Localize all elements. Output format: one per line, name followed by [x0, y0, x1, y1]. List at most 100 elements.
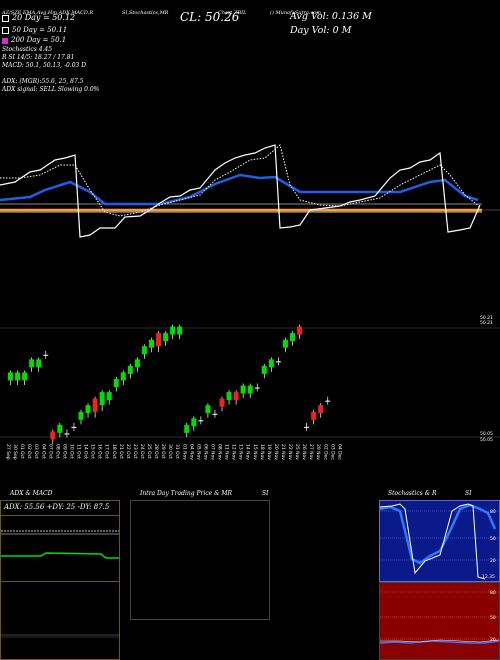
candle-body: [99, 392, 105, 406]
candle-body: [43, 354, 49, 356]
date-label: 12 Nov: [231, 444, 237, 460]
candle-body: [297, 326, 303, 335]
candle-body: [177, 326, 183, 335]
date-label: 03 Dec: [329, 444, 335, 460]
date-label: 22 Nov: [287, 444, 293, 460]
date-label: 18 Nov: [259, 444, 265, 460]
date-label: 03 Oct: [33, 444, 39, 459]
stoch-tick-20: 20: [490, 558, 496, 564]
candle-body: [113, 379, 119, 387]
avg-volume: Avg Vol: 0.136 M: [290, 11, 372, 22]
date-label: 09 Oct: [61, 444, 67, 459]
stoch-tick-50: 50: [490, 536, 496, 542]
close-price-label: CL: 50.26: [180, 10, 240, 24]
candle-body: [325, 400, 331, 402]
stochastics-panel: 80 50 20 12.35: [379, 500, 500, 582]
rsi-panel: 80 50 20: [379, 582, 500, 660]
adx-panel-lines: [1, 530, 119, 559]
blue-trend-line: [0, 173, 479, 206]
date-label: 18 Oct: [111, 444, 117, 459]
candle-body: [163, 333, 169, 342]
candle-body: [78, 411, 84, 420]
candle-body: [36, 359, 42, 368]
candle-body: [15, 372, 21, 381]
ema20-legend: 20 Day = 50.12: [2, 14, 75, 23]
date-label: 02 Oct: [26, 444, 32, 459]
intraday-panel-title-2: SI: [262, 490, 269, 497]
date-label: 20 Nov: [273, 444, 279, 460]
rsi-tick-50: 50: [490, 615, 496, 621]
date-label: 29 Oct: [160, 444, 166, 459]
white-price-line: [0, 144, 481, 238]
date-label: 24 Oct: [139, 444, 145, 459]
candle-body: [120, 372, 126, 381]
macd-panel-lines: [1, 634, 119, 638]
rsi-tick-80: 80: [490, 590, 496, 596]
stochastics-readout: Stochastics 4.45: [2, 46, 53, 53]
candle-body: [219, 398, 225, 407]
intraday-panel: [130, 500, 270, 620]
candle-body: [226, 392, 232, 401]
candle-body: [282, 339, 288, 348]
candle-body: [261, 365, 267, 374]
date-label: 04 Dec: [336, 444, 342, 460]
date-label: 14 Oct: [83, 444, 89, 459]
candle-body: [85, 405, 91, 414]
date-label: 15 Nov: [252, 444, 258, 460]
candle-body: [304, 426, 310, 428]
candle-body: [127, 365, 133, 374]
stoch-panel-title-2: SI: [465, 490, 472, 497]
date-label: 25 Nov: [294, 444, 300, 460]
stoch-tick-80: 80: [490, 509, 496, 515]
candle-body: [311, 411, 317, 420]
adx-signal: ADX signal: SELL Slowing 0.0%: [2, 86, 100, 93]
candle-body: [254, 387, 260, 389]
candle-body: [50, 431, 56, 440]
candle-body: [106, 392, 112, 401]
price-axis-top-label-2: 50.21: [480, 320, 493, 326]
date-label: 23 Oct: [132, 444, 138, 459]
candle-body: [191, 418, 197, 427]
date-label: 14 Nov: [245, 444, 251, 460]
date-label: 21 Oct: [118, 444, 124, 459]
date-label: 25 Oct: [146, 444, 152, 459]
ema50-legend: 50 Day = 50.11: [2, 26, 67, 35]
intraday-panel-title: Intra Day Trading Price & MR: [140, 490, 233, 497]
date-label: 19 Nov: [266, 444, 272, 460]
candle-body: [198, 420, 204, 422]
ema200-legend: 200 Day = 50.1: [2, 36, 66, 45]
date-label: 28 Oct: [153, 444, 159, 459]
date-label: 04 Oct: [40, 444, 46, 459]
price-axis-top-label: 50.21: [480, 315, 493, 321]
macd-readout: MACD: 50.1, 50.13, -0.03 D: [2, 62, 87, 69]
candle-body: [275, 361, 281, 363]
stoch-bottom-label: 12.35: [482, 574, 495, 580]
candle-body: [205, 405, 211, 414]
rsi-readout: R SI 14/5: 18.27 / 17.81: [2, 54, 75, 61]
price-axis-bottom-label: 50.05: [480, 431, 493, 437]
date-label: 07 Nov: [209, 444, 215, 460]
candle-body: [212, 413, 218, 415]
adx-panel-readout: ADX: 55.56 +DY: 25 -DY: 87.5: [4, 503, 110, 511]
stoch-panel-title: Stochastics & R: [388, 490, 437, 497]
date-label: 13 Nov: [238, 444, 244, 460]
candle-body: [149, 339, 154, 348]
date-label: 27 Sep: [5, 444, 11, 460]
date-label: 07 Oct: [47, 444, 53, 459]
candle-body: [290, 333, 295, 342]
date-label: 08 Nov: [217, 444, 223, 460]
candle-body: [141, 346, 147, 355]
day-volume: Day Vol: 0 M: [290, 25, 352, 36]
rsi-lines: 80 50 20: [379, 590, 500, 644]
candle-body: [240, 385, 246, 394]
date-label: 17 Oct: [104, 444, 110, 459]
date-label: 02 Dec: [322, 444, 328, 460]
candle-body: [22, 372, 28, 381]
candle-body: [268, 359, 274, 368]
header-topline: AZ/SZE EMA,Avg,Hm,ADX,MACD,R: [2, 10, 94, 16]
candle-body: [184, 424, 190, 433]
date-label: 04 Nov: [188, 444, 194, 460]
date-label: 08 Oct: [54, 444, 60, 459]
stochastics-lines: 80 50 20 12.35: [379, 503, 499, 580]
date-label: 30 Oct: [167, 444, 173, 459]
